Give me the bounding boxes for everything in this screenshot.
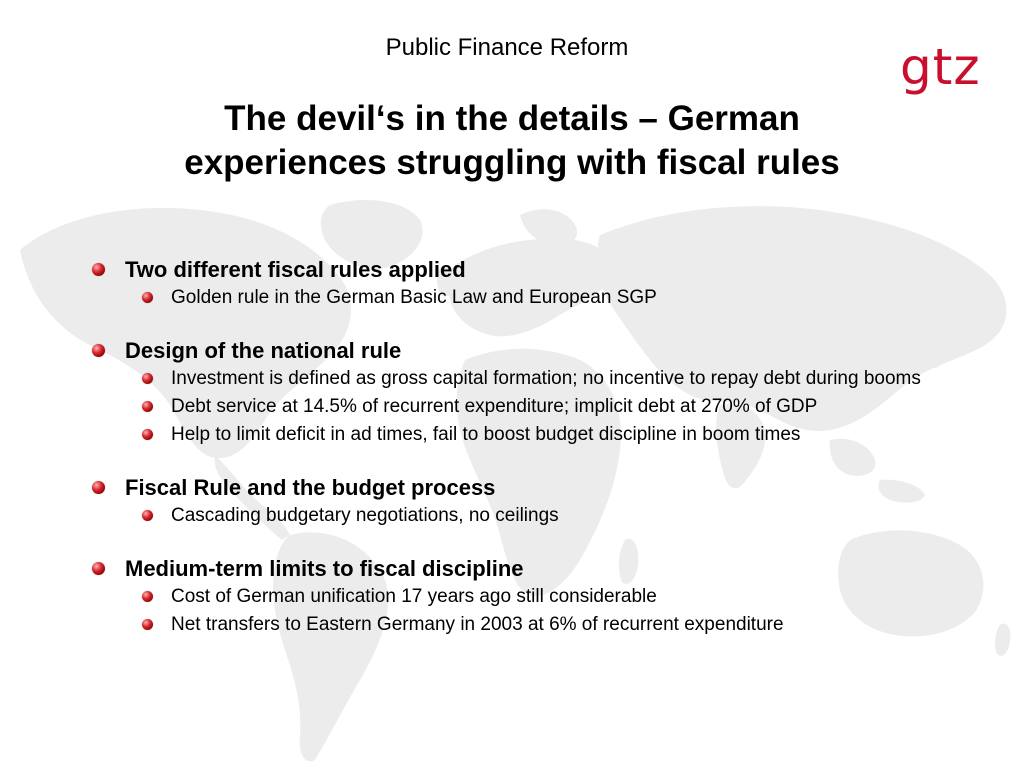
red-ball-bullet-icon [142, 429, 153, 440]
bullet-heading: Medium-term limits to fiscal discipline [125, 556, 524, 581]
red-ball-bullet-icon [92, 344, 105, 357]
slide-subtitle: Public Finance Reform [385, 34, 629, 61]
sub-bullet-text: Golden rule in the German Basic Law and … [171, 287, 657, 308]
bullet-heading: Design of the national rule [125, 338, 402, 363]
sub-bullet-text: Debt service at 14.5% of recurrent expen… [171, 396, 818, 417]
sub-bullet-item: Net transfers to Eastern Germany in 2003… [88, 614, 978, 636]
bullet-item: Design of the national rule [88, 336, 978, 366]
section-national-rule: Design of the national rule Investment i… [88, 336, 978, 446]
bullet-list: Two different fiscal rules applied Golde… [88, 255, 978, 663]
red-ball-bullet-icon [142, 292, 153, 303]
sub-bullet-text: Cascading budgetary negotiations, no cei… [171, 505, 559, 526]
red-ball-bullet-icon [142, 373, 153, 384]
title-line-1: The devil‘s in the details – German [224, 99, 800, 138]
red-ball-bullet-icon [142, 591, 153, 602]
section-fiscal-rules: Two different fiscal rules applied Golde… [88, 255, 978, 309]
sub-bullet-item: Cost of German unification 17 years ago … [88, 586, 978, 608]
bullet-heading: Fiscal Rule and the budget process [125, 475, 496, 500]
sub-bullet-text: Help to limit deficit in ad times, fail … [171, 424, 801, 445]
sub-bullet-item: Investment is defined as gross capital f… [88, 368, 978, 390]
sub-bullet-text: Cost of German unification 17 years ago … [171, 586, 657, 607]
sub-bullet-text: Investment is defined as gross capital f… [171, 368, 921, 389]
sub-bullet-item: Golden rule in the German Basic Law and … [88, 287, 978, 309]
sub-bullet-item: Cascading budgetary negotiations, no cei… [88, 505, 978, 527]
gtz-logo: gtz [900, 38, 981, 96]
red-ball-bullet-icon [92, 263, 105, 276]
red-ball-bullet-icon [142, 401, 153, 412]
section-medium-term-limits: Medium-term limits to fiscal discipline … [88, 554, 978, 636]
bullet-item: Fiscal Rule and the budget process [88, 473, 978, 503]
red-ball-bullet-icon [92, 481, 105, 494]
sub-bullet-text: Net transfers to Eastern Germany in 2003… [171, 614, 784, 635]
bullet-item: Medium-term limits to fiscal discipline [88, 554, 978, 584]
red-ball-bullet-icon [92, 562, 105, 575]
red-ball-bullet-icon [142, 619, 153, 630]
sub-bullet-item: Debt service at 14.5% of recurrent expen… [88, 396, 978, 418]
sub-bullet-item: Help to limit deficit in ad times, fail … [88, 424, 978, 446]
red-ball-bullet-icon [142, 510, 153, 521]
section-budget-process: Fiscal Rule and the budget process Casca… [88, 473, 978, 527]
title-line-2: experiences struggling with fiscal rules [184, 143, 840, 182]
bullet-heading: Two different fiscal rules applied [125, 257, 466, 282]
slide-title: The devil‘s in the details – German expe… [100, 97, 924, 185]
bullet-item: Two different fiscal rules applied [88, 255, 978, 285]
